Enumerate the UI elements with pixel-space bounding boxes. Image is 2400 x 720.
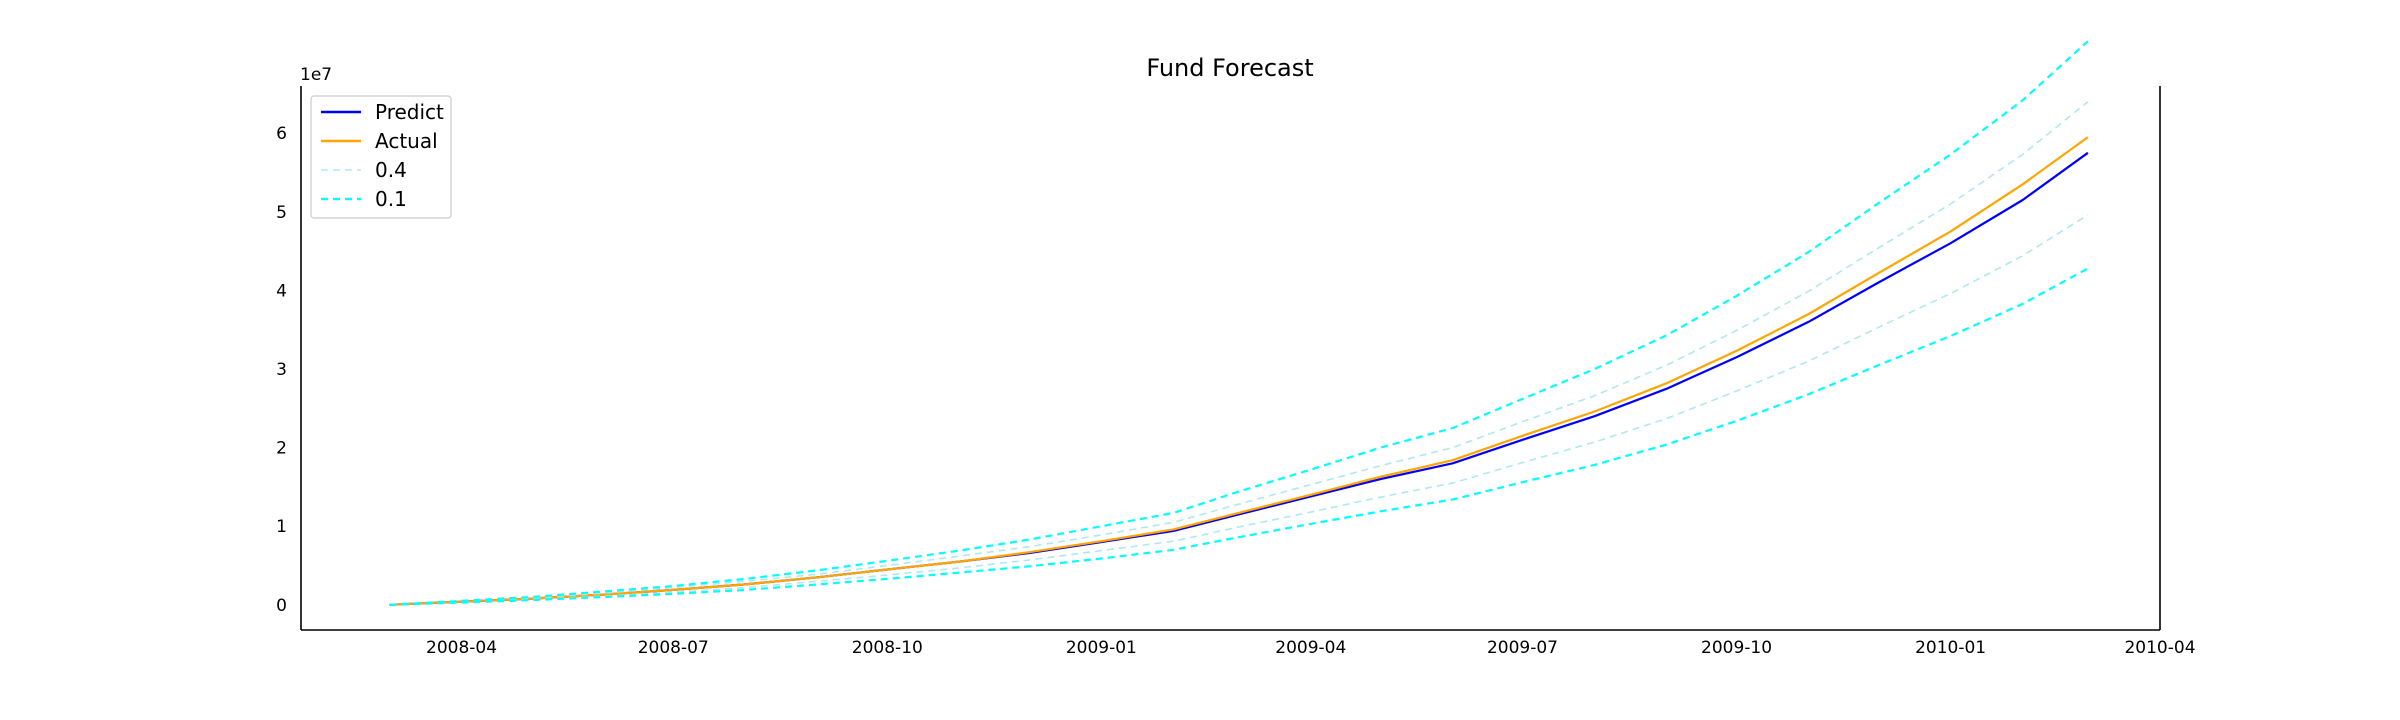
y-tick-label: 5	[276, 203, 287, 223]
x-tick-label: 2009-07	[1487, 638, 1558, 658]
legend: Predict Actual 0.4 0.1	[310, 95, 452, 219]
series-line-0-1	[389, 40, 2089, 606]
y-tick-label: 4	[276, 281, 287, 301]
y-axis-offset-label: 1e7	[300, 65, 332, 85]
x-tick-label: 2008-10	[852, 638, 923, 658]
legend-label: 0.4	[375, 158, 407, 182]
x-tick-label: 2009-01	[1066, 638, 1137, 658]
x-tick-label: 2009-04	[1275, 638, 1346, 658]
axes: 2008-04 2008-07 2008-10 2009-01 2009-04 2009-…	[276, 86, 2196, 658]
y-tick-label: 2	[276, 439, 287, 459]
series-layer	[389, 40, 2089, 606]
series-line-actual	[389, 136, 2089, 606]
y-tick-label: 6	[276, 124, 287, 144]
x-tick-label: 2010-04	[2124, 638, 2195, 658]
series-line-0-4	[389, 214, 2089, 606]
x-tick-label: 2008-04	[426, 638, 497, 658]
series-line-0-4	[389, 101, 2089, 606]
chart-title: Fund Forecast	[1146, 54, 1313, 82]
y-tick-label: 1	[276, 517, 287, 537]
y-tick-label: 3	[276, 360, 287, 380]
legend-label: Predict	[375, 100, 444, 124]
legend-box	[310, 95, 452, 219]
legend-label: 0.1	[375, 187, 407, 211]
x-tick-label: 2008-07	[638, 638, 709, 658]
x-tick-label: 2010-01	[1915, 638, 1986, 658]
legend-label: Actual	[375, 129, 438, 153]
series-line-0-1	[389, 267, 2089, 606]
y-tick-label: 0	[276, 596, 287, 616]
x-tick-label: 2009-10	[1701, 638, 1772, 658]
